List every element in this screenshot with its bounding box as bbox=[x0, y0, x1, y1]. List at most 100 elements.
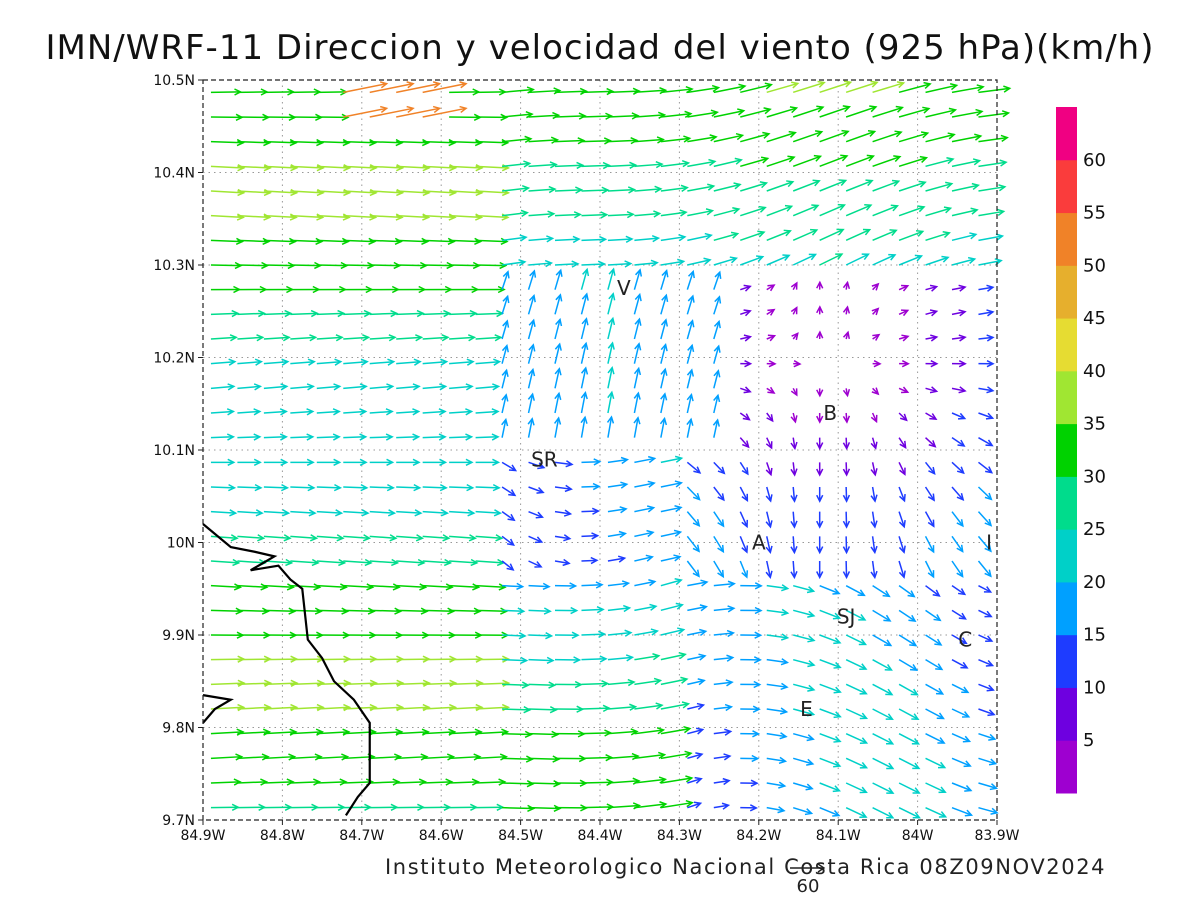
wind-vector bbox=[501, 535, 515, 546]
wind-vector-head bbox=[833, 686, 842, 694]
wind-vector bbox=[634, 212, 660, 217]
wind-vector bbox=[369, 385, 393, 390]
wind-vector bbox=[713, 321, 720, 340]
wind-vector bbox=[554, 393, 560, 414]
wind-vector-head bbox=[685, 799, 694, 808]
wind-vector-head bbox=[226, 433, 236, 441]
wind-vector-head bbox=[673, 529, 683, 537]
wind-vector bbox=[845, 609, 866, 621]
wind-vector bbox=[686, 369, 693, 389]
wind-vector-head bbox=[333, 383, 342, 391]
wind-vector bbox=[607, 557, 625, 562]
wind-vector bbox=[263, 731, 296, 735]
wind-vector-head bbox=[870, 468, 878, 477]
wind-vector bbox=[237, 706, 271, 710]
wind-vector bbox=[872, 659, 892, 671]
wind-vector-head bbox=[734, 157, 743, 165]
colorbar-segment bbox=[1056, 423, 1077, 477]
wind-vector-head bbox=[661, 269, 669, 278]
colorbar-label: 40 bbox=[1083, 361, 1106, 382]
wind-vector bbox=[581, 559, 597, 562]
wind-vector bbox=[316, 682, 350, 686]
wind-vector bbox=[740, 157, 768, 168]
wind-vector-head bbox=[385, 433, 394, 441]
wind-vector-head bbox=[816, 546, 824, 555]
wind-vector-head bbox=[958, 309, 967, 317]
wind-vector-head bbox=[652, 653, 661, 661]
wind-vector-head bbox=[790, 570, 798, 580]
wind-vector bbox=[396, 336, 422, 340]
wind-vector-head bbox=[422, 679, 431, 687]
wind-vector-head bbox=[694, 776, 703, 784]
place-label: I bbox=[986, 531, 992, 555]
wind-vector bbox=[237, 165, 271, 169]
wind-vector bbox=[845, 683, 867, 695]
wind-vector-head bbox=[653, 210, 662, 218]
wind-vector bbox=[740, 206, 766, 217]
wind-vector bbox=[925, 412, 937, 420]
wind-vector-head bbox=[554, 342, 562, 351]
wind-vector bbox=[290, 706, 324, 710]
wind-vector bbox=[263, 190, 297, 194]
wind-vector bbox=[210, 609, 242, 613]
wind-vector bbox=[951, 535, 964, 552]
wind-vector-head bbox=[448, 138, 457, 147]
wind-vector bbox=[369, 107, 414, 118]
wind-vector bbox=[343, 410, 366, 414]
wind-vector-head bbox=[520, 656, 529, 665]
x-tick-label: 84.2W bbox=[736, 828, 781, 844]
wind-vector bbox=[660, 418, 666, 438]
wind-vector bbox=[660, 801, 693, 809]
wind-vector bbox=[290, 385, 314, 390]
wind-vector bbox=[872, 254, 896, 266]
wind-vector-head bbox=[816, 571, 824, 580]
wind-vector bbox=[237, 214, 270, 219]
wind-vector-head bbox=[578, 112, 587, 120]
colorbar-label: 15 bbox=[1083, 625, 1106, 646]
wind-vector bbox=[581, 806, 613, 809]
wind-vector bbox=[554, 90, 587, 94]
wind-vector-head bbox=[807, 635, 816, 643]
wind-vector-head bbox=[553, 804, 562, 813]
wind-vector bbox=[845, 179, 873, 192]
wind-vector bbox=[740, 310, 751, 316]
wind-vector bbox=[554, 139, 584, 143]
wind-vector bbox=[475, 682, 509, 686]
wind-vector-head bbox=[738, 83, 747, 91]
wind-vector bbox=[581, 732, 611, 735]
wind-vector-head bbox=[414, 509, 423, 517]
wind-vector bbox=[343, 781, 373, 784]
wind-vector-head bbox=[713, 344, 721, 353]
wind-vector-head bbox=[871, 282, 880, 291]
wind-vector bbox=[978, 286, 994, 291]
wind-vector-head bbox=[964, 785, 973, 792]
wind-vector bbox=[845, 253, 869, 266]
wind-vector-head bbox=[390, 309, 399, 318]
coastline bbox=[202, 523, 371, 816]
wind-vector bbox=[660, 393, 666, 414]
wind-vector bbox=[819, 228, 844, 242]
wind-vector-head bbox=[657, 111, 667, 119]
wind-vector-head bbox=[765, 520, 773, 529]
wind-vector bbox=[210, 385, 234, 390]
x-tick-label: 83.9W bbox=[974, 828, 1019, 844]
wind-vector-head bbox=[929, 413, 938, 420]
wind-vector-head bbox=[765, 545, 773, 555]
wind-vector bbox=[898, 782, 920, 794]
wind-vector-head bbox=[359, 408, 368, 416]
wind-vector-head bbox=[884, 639, 893, 647]
wind-vector bbox=[898, 437, 907, 448]
wind-vector bbox=[475, 264, 506, 267]
wind-vector-head bbox=[311, 558, 320, 567]
wind-vector bbox=[634, 655, 659, 661]
wind-vector-head bbox=[695, 727, 705, 735]
wind-vector-head bbox=[838, 179, 848, 187]
wind-vector bbox=[687, 777, 702, 784]
wind-vector-head bbox=[231, 309, 240, 318]
wind-vector bbox=[290, 560, 319, 564]
wind-vector bbox=[210, 436, 234, 439]
wind-vector-head bbox=[865, 179, 874, 187]
wind-vector-head bbox=[282, 509, 291, 517]
wind-vector-head bbox=[228, 483, 237, 492]
wind-vector-head bbox=[263, 138, 272, 147]
